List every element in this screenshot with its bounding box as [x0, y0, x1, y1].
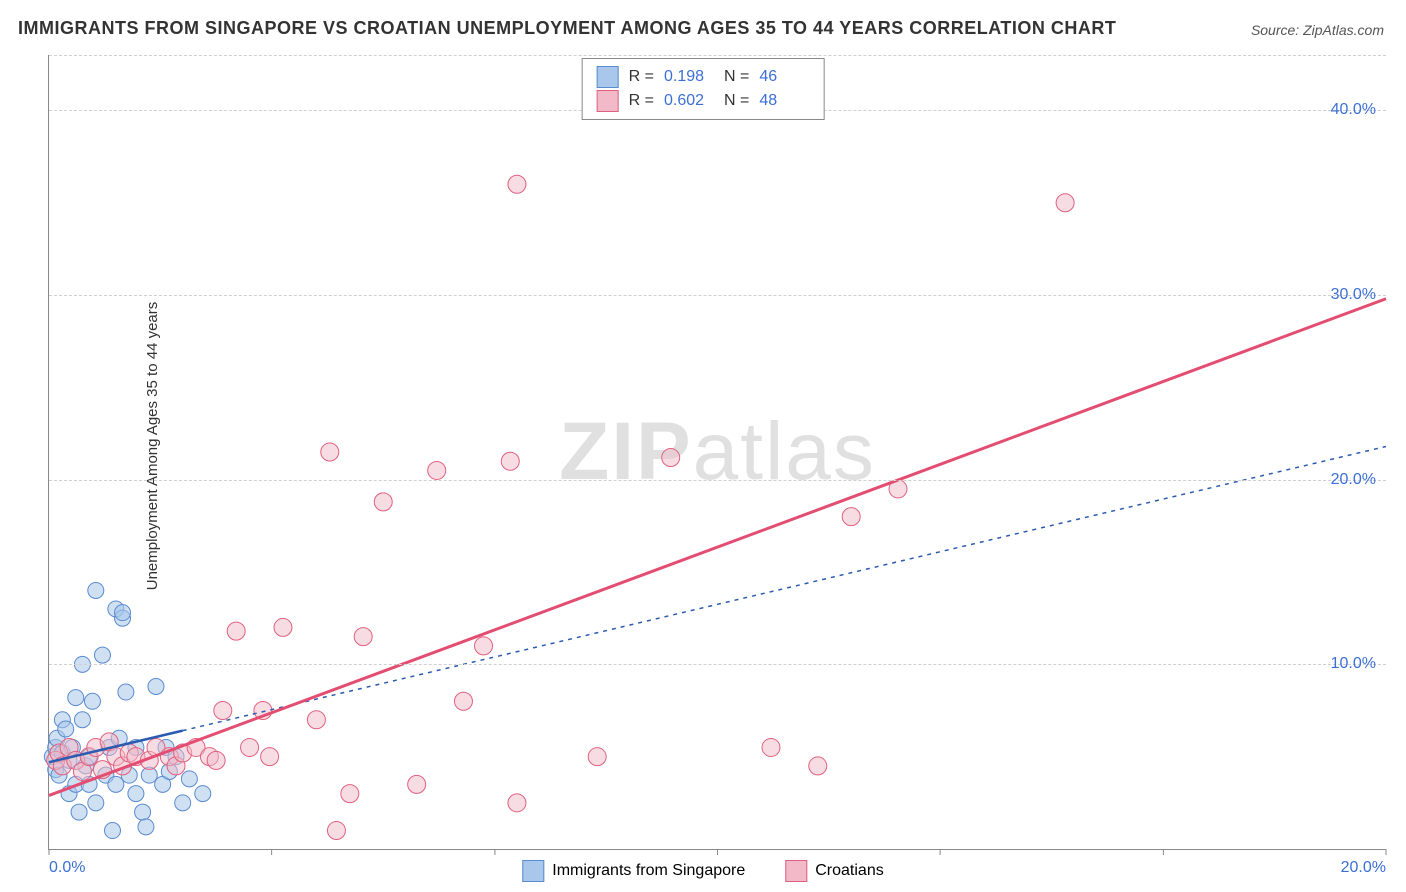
y-tick-label: 10.0%: [1331, 655, 1376, 673]
scatter-point: [128, 786, 144, 802]
series-legend: Immigrants from Singapore Croatians: [512, 858, 893, 884]
plot-area: ZIPatlas 10.0%20.0%30.0%40.0%0.0%20.0%: [48, 55, 1386, 850]
scatter-point: [227, 622, 245, 640]
scatter-point: [88, 795, 104, 811]
scatter-point: [68, 690, 84, 706]
scatter-point: [327, 822, 345, 840]
scatter-point: [501, 452, 519, 470]
scatter-point: [508, 794, 526, 812]
r-value: 0.198: [664, 65, 714, 89]
stats-row: R = 0.602 N = 48: [597, 89, 810, 113]
scatter-point: [261, 748, 279, 766]
scatter-point: [475, 637, 493, 655]
chart-title: IMMIGRANTS FROM SINGAPORE VS CROATIAN UN…: [18, 18, 1116, 39]
scatter-point: [662, 449, 680, 467]
scatter-point: [354, 628, 372, 646]
scatter-point: [341, 785, 359, 803]
legend-swatch: [597, 66, 619, 88]
scatter-point: [508, 175, 526, 193]
scatter-point: [84, 693, 100, 709]
y-tick-label: 20.0%: [1331, 471, 1376, 489]
scatter-point: [115, 605, 131, 621]
scatter-point: [71, 804, 87, 820]
grid-line-h: [49, 55, 1386, 56]
scatter-point: [1056, 194, 1074, 212]
scatter-point: [175, 795, 191, 811]
scatter-point: [428, 461, 446, 479]
legend-swatch: [785, 860, 807, 882]
stats-legend: R = 0.198 N = 46 R = 0.602 N = 48: [582, 58, 825, 120]
scatter-point: [148, 679, 164, 695]
scatter-point: [842, 508, 860, 526]
scatter-point: [74, 712, 90, 728]
scatter-point: [88, 582, 104, 598]
grid-line-h: [49, 480, 1386, 481]
scatter-point: [307, 711, 325, 729]
n-label: N =: [724, 89, 749, 113]
y-tick-label: 30.0%: [1331, 286, 1376, 304]
trend-line: [183, 446, 1386, 730]
scatter-point: [58, 721, 74, 737]
legend-swatch: [597, 90, 619, 112]
n-label: N =: [724, 65, 749, 89]
scatter-point: [321, 443, 339, 461]
n-value: 46: [759, 65, 809, 89]
trend-line: [49, 299, 1386, 796]
chart-svg: [49, 55, 1386, 849]
scatter-point: [138, 819, 154, 835]
n-value: 48: [759, 89, 809, 113]
r-value: 0.602: [664, 89, 714, 113]
grid-line-h: [49, 295, 1386, 296]
y-tick-label: 40.0%: [1331, 101, 1376, 119]
scatter-point: [214, 702, 232, 720]
r-label: R =: [629, 89, 654, 113]
scatter-point: [408, 775, 426, 793]
r-label: R =: [629, 65, 654, 89]
legend-swatch: [522, 860, 544, 882]
scatter-point: [181, 771, 197, 787]
scatter-point: [809, 757, 827, 775]
legend-label: Croatians: [815, 862, 883, 880]
scatter-point: [195, 786, 211, 802]
scatter-point: [94, 647, 110, 663]
scatter-point: [241, 738, 259, 756]
scatter-point: [454, 692, 472, 710]
scatter-point: [274, 618, 292, 636]
scatter-point: [108, 776, 124, 792]
scatter-point: [762, 738, 780, 756]
source-attribution: Source: ZipAtlas.com: [1251, 22, 1384, 38]
scatter-point: [105, 823, 121, 839]
legend-item: Immigrants from Singapore: [522, 860, 745, 882]
scatter-point: [207, 751, 225, 769]
legend-item: Croatians: [785, 860, 883, 882]
scatter-point: [374, 493, 392, 511]
grid-line-h: [49, 664, 1386, 665]
scatter-point: [588, 748, 606, 766]
x-tick-label: 20.0%: [1341, 859, 1386, 877]
scatter-point: [135, 804, 151, 820]
scatter-point: [118, 684, 134, 700]
stats-row: R = 0.198 N = 46: [597, 65, 810, 89]
legend-label: Immigrants from Singapore: [552, 862, 745, 880]
x-tick-label: 0.0%: [49, 859, 85, 877]
